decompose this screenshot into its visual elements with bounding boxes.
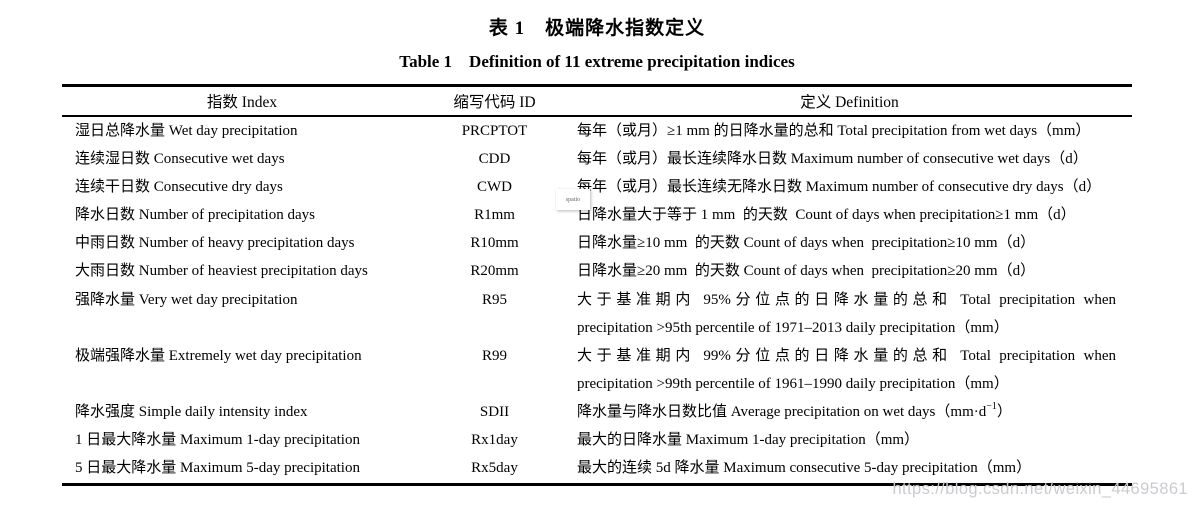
definition-line: 降水量与降水日数比值 Average precipitation on wet … bbox=[577, 401, 1012, 421]
definition-cell: 每年（或月）最长连续无降水日数 Maximum number of consec… bbox=[567, 173, 1132, 201]
header-id: 缩写代码 ID bbox=[453, 94, 536, 111]
table-header-rule bbox=[62, 115, 1132, 117]
page-title-english: Table 1 Definition of 11 extreme precipi… bbox=[399, 52, 795, 71]
definition-cell: 最大的日降水量 Maximum 1-day precipitation（mm） bbox=[567, 426, 1132, 454]
index-cell: 连续干日数 Consecutive dry days bbox=[75, 178, 283, 195]
definition-line: 日降水量≥10 mm 的天数 Count of days when precip… bbox=[577, 235, 1036, 252]
id-cell: R1mm bbox=[474, 207, 515, 224]
table-bottom-rule bbox=[62, 482, 1132, 486]
index-cell: 强降水量 Very wet day precipitation bbox=[75, 291, 298, 308]
definition-cell: 最大的连续 5d 降水量 Maximum consecutive 5-day p… bbox=[567, 454, 1132, 482]
table-row: 强降水量 Very wet day precipitation R95 大于基准… bbox=[62, 286, 1132, 342]
table-row: 5 日最大降水量 Maximum 5-day precipitation Rx5… bbox=[62, 454, 1132, 482]
table-row: 湿日总降水量 Wet day precipitation PRCPTOT 每年（… bbox=[62, 117, 1132, 145]
header-definition: 定义 Definition bbox=[800, 94, 899, 111]
definition-cell: 降水量与降水日数比值 Average precipitation on wet … bbox=[567, 398, 1132, 426]
page-title-chinese: 表 1 极端降水指数定义 bbox=[488, 18, 706, 39]
definition-cell: 日降水量≥10 mm 的天数 Count of days when precip… bbox=[567, 229, 1132, 257]
index-cell: 湿日总降水量 Wet day precipitation bbox=[75, 122, 298, 139]
header-index: 指数 Index bbox=[206, 94, 278, 111]
definition-line: 大于基准期内 99%分位点的日降水量的总和 Total precipitatio… bbox=[577, 347, 1116, 364]
index-cell: 5 日最大降水量 Maximum 5-day precipitation bbox=[75, 460, 360, 477]
definition-line: precipitation >95th percentile of 1971–2… bbox=[577, 319, 1009, 336]
id-cell: R99 bbox=[481, 347, 507, 364]
id-cell: CDD bbox=[478, 150, 511, 167]
table-row: 连续湿日数 Consecutive wet days CDD 每年（或月）最长连… bbox=[62, 145, 1132, 173]
id-cell: Rx1day bbox=[471, 432, 518, 449]
definition-line: 最大的日降水量 Maximum 1-day precipitation（mm） bbox=[577, 432, 920, 449]
index-cell: 中雨日数 Number of heavy precipitation days bbox=[75, 235, 355, 252]
table-row: 1 日最大降水量 Maximum 1-day precipitation Rx1… bbox=[62, 426, 1132, 454]
id-cell: PRCPTOT bbox=[461, 122, 528, 139]
definition-line: 每年（或月）最长连续无降水日数 Maximum number of consec… bbox=[577, 178, 1102, 195]
definition-line: 大于基准期内 95%分位点的日降水量的总和 Total precipitatio… bbox=[577, 291, 1116, 308]
id-cell: R95 bbox=[481, 291, 507, 308]
definitions-table: 指数 Index 缩写代码 ID 定义 Definition 湿日总降水量 We… bbox=[62, 84, 1132, 486]
table-row: 大雨日数 Number of heaviest precipitation da… bbox=[62, 257, 1132, 285]
id-cell: Rx5day bbox=[471, 460, 518, 477]
index-cell: 降水强度 Simple daily intensity index bbox=[75, 404, 308, 421]
watermark-text: https://blog.csdn.net/weixin_44695861 bbox=[892, 480, 1188, 498]
definition-cell: 每年（或月）最长连续降水日数 Maximum number of consecu… bbox=[567, 145, 1132, 173]
index-cell: 降水日数 Number of precipitation days bbox=[75, 207, 315, 224]
id-cell: CWD bbox=[477, 178, 512, 195]
definition-cell: 大于基准期内 99%分位点的日降水量的总和 Total precipitatio… bbox=[567, 342, 1132, 398]
table-body: 湿日总降水量 Wet day precipitation PRCPTOT 每年（… bbox=[62, 117, 1132, 483]
definition-line: precipitation >99th percentile of 1961–1… bbox=[577, 376, 1009, 392]
definition-line: 最大的连续 5d 降水量 Maximum consecutive 5-day p… bbox=[577, 460, 1032, 477]
definition-line: 日降水量大于等于 1 mm 的天数 Count of days when pre… bbox=[577, 207, 1076, 224]
index-cell: 连续湿日数 Consecutive wet days bbox=[75, 150, 285, 167]
table-header-row: 指数 Index 缩写代码 ID 定义 Definition bbox=[62, 87, 1132, 115]
definition-cell: 每年（或月）≥1 mm 的日降水量的总和 Total precipitation… bbox=[567, 117, 1132, 145]
definition-cell: 日降水量大于等于 1 mm 的天数 Count of days when pre… bbox=[567, 201, 1132, 229]
definition-line: 每年（或月）最长连续降水日数 Maximum number of consecu… bbox=[577, 150, 1088, 167]
id-cell: SDII bbox=[479, 404, 510, 421]
index-cell: 大雨日数 Number of heaviest precipitation da… bbox=[75, 263, 368, 280]
definition-line: 每年（或月）≥1 mm 的日降水量的总和 Total precipitation… bbox=[577, 122, 1091, 139]
table-row: 中雨日数 Number of heavy precipitation days … bbox=[62, 229, 1132, 257]
index-cell: 极端强降水量 Extremely wet day precipitation bbox=[75, 347, 362, 364]
table-row: 降水日数 Number of precipitation days R1mm 日… bbox=[62, 201, 1132, 229]
definition-line: 日降水量≥20 mm 的天数 Count of days when precip… bbox=[577, 263, 1036, 280]
definition-cell: 日降水量≥20 mm 的天数 Count of days when precip… bbox=[567, 257, 1132, 285]
table-row: 极端强降水量 Extremely wet day precipitation R… bbox=[62, 342, 1132, 398]
id-cell: R10mm bbox=[470, 235, 519, 252]
index-cell: 1 日最大降水量 Maximum 1-day precipitation bbox=[75, 432, 360, 449]
tooltip-artifact: spatio bbox=[556, 189, 590, 210]
definition-cell: 大于基准期内 95%分位点的日降水量的总和 Total precipitatio… bbox=[567, 286, 1132, 342]
table-top-rule bbox=[62, 84, 1132, 87]
table-row: 降水强度 Simple daily intensity index SDII 降… bbox=[62, 398, 1132, 426]
id-cell: R20mm bbox=[470, 263, 519, 280]
table-row: 连续干日数 Consecutive dry days CWD 每年（或月）最长连… bbox=[62, 173, 1132, 201]
